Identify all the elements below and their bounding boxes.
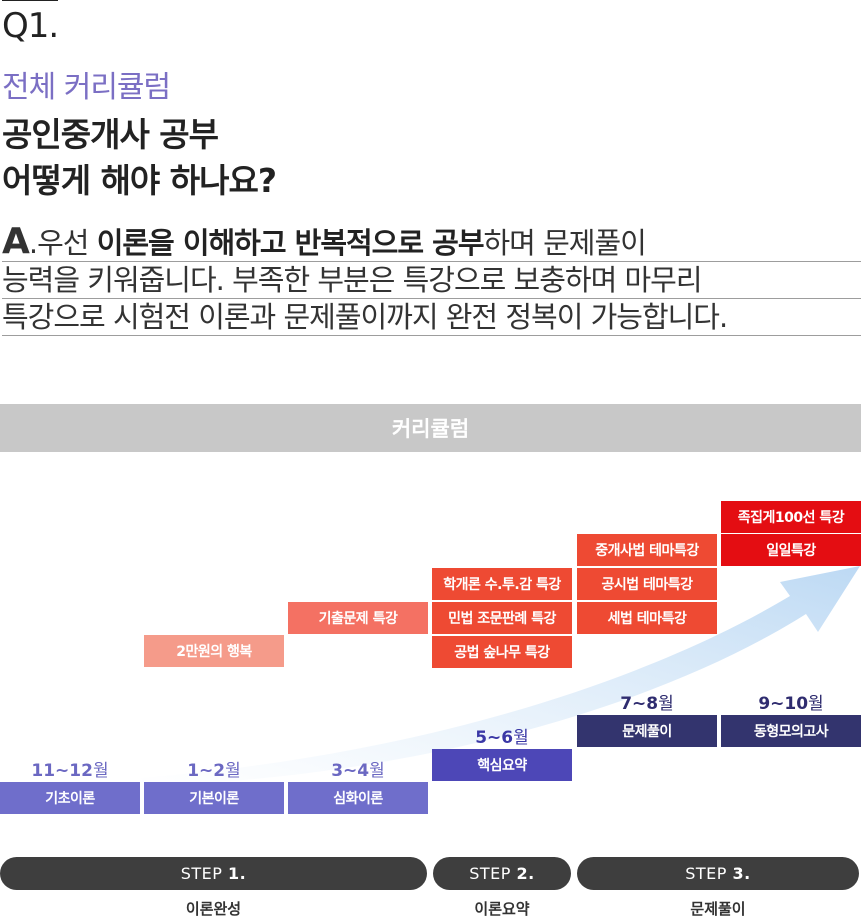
step-3-label: 문제풀이: [690, 900, 746, 918]
month-label-3: 3~4월: [288, 756, 428, 781]
question-title-line1: 공인중개사 공부: [2, 115, 219, 154]
answer-line2: 능력을 키워줍니다. 부족한 부분은 특강으로 보충하며 마무리: [2, 262, 861, 299]
course-key-summary[interactable]: 핵심요약: [432, 749, 572, 781]
month-num: 9~10: [758, 694, 809, 714]
step-3-prefix: STEP: [685, 864, 727, 883]
special-public-law[interactable]: 공법 숲나무 특강: [432, 636, 572, 668]
month-unit: 월: [225, 761, 241, 781]
step-1-bar: STEP 1.: [0, 857, 427, 890]
special-tax-law[interactable]: 세법 테마특강: [577, 602, 717, 634]
question-title-line2: 어떻게 해야 하나요?: [2, 161, 277, 200]
step-1-label: 이론완성: [185, 900, 242, 918]
progress-arrow-icon: [140, 566, 860, 786]
course-basic-theory[interactable]: 기초이론: [0, 782, 140, 814]
month-num: 7~8: [620, 694, 659, 714]
special-past-exam[interactable]: 기출문제 특강: [288, 602, 428, 634]
month-num: 1~2: [187, 761, 226, 781]
special-top100[interactable]: 족집게100선 특강: [721, 501, 861, 533]
month-unit: 월: [513, 728, 529, 748]
step-2-num: 2.: [516, 864, 535, 883]
step-2-prefix: STEP: [469, 864, 511, 883]
answer-line1-a: 우선: [37, 226, 97, 260]
special-daily[interactable]: 일일특강: [721, 534, 861, 566]
course-mock-exam[interactable]: 동형모의고사: [721, 715, 861, 747]
answer-line1: A.우선 이론을 이해하고 반복적으로 공부하며 문제풀이: [2, 224, 861, 262]
step-3-bar: STEP 3.: [577, 857, 859, 890]
month-unit: 월: [369, 761, 385, 781]
question-title: 공인중개사 공부 어떻게 해야 하나요?: [2, 112, 277, 204]
answer-line3: 특강으로 시험전 이론과 문제풀이까지 완전 정복이 가능합니다.: [2, 299, 861, 336]
step-3-num: 3.: [732, 864, 751, 883]
month-num: 11~12: [31, 761, 93, 781]
course-problem-solving[interactable]: 문제풀이: [577, 715, 717, 747]
question-subtitle: 전체 커리큘럼: [2, 70, 171, 105]
month-label-2: 1~2월: [144, 756, 284, 781]
answer-prefix: A: [2, 221, 30, 262]
special-civil-law[interactable]: 민법 조문판례 특강: [432, 602, 572, 634]
special-brokerage-law[interactable]: 중개사법 테마특강: [577, 534, 717, 566]
step-1-num: 1.: [228, 864, 247, 883]
special-2manwon[interactable]: 2만원의 행복: [144, 635, 284, 667]
month-label-1: 11~12월: [0, 756, 140, 781]
step-2-bar: STEP 2.: [433, 857, 571, 890]
course-advanced-theory[interactable]: 심화이론: [288, 782, 428, 814]
step-1-prefix: STEP: [180, 864, 223, 883]
special-disclosure-law[interactable]: 공시법 테마특강: [577, 568, 717, 600]
answer-line1-b: 하며 문제풀이: [483, 226, 647, 260]
answer-block: A.우선 이론을 이해하고 반복적으로 공부하며 문제풀이 능력을 키워줍니다.…: [2, 224, 861, 336]
month-label-4: 5~6월: [432, 723, 572, 748]
month-label-6: 9~10월: [721, 689, 861, 714]
month-label-5: 7~8월: [577, 689, 717, 714]
q-underline: [2, 0, 58, 1]
step-2-label: 이론요약: [474, 900, 530, 918]
month-unit: 월: [658, 694, 674, 714]
month-num: 5~6: [475, 728, 514, 748]
month-num: 3~4: [331, 761, 370, 781]
month-unit: 월: [808, 694, 824, 714]
special-intro-theory[interactable]: 학개론 수.투.감 특강: [432, 568, 572, 600]
month-unit: 월: [92, 761, 109, 781]
answer-dot: .: [28, 226, 38, 260]
curriculum-banner: 커리큘럼: [0, 404, 861, 452]
course-fundamental-theory[interactable]: 기본이론: [144, 782, 284, 814]
question-number: Q1.: [2, 6, 59, 46]
answer-line1-bold: 이론을 이해하고 반복적으로 공부: [96, 226, 485, 260]
